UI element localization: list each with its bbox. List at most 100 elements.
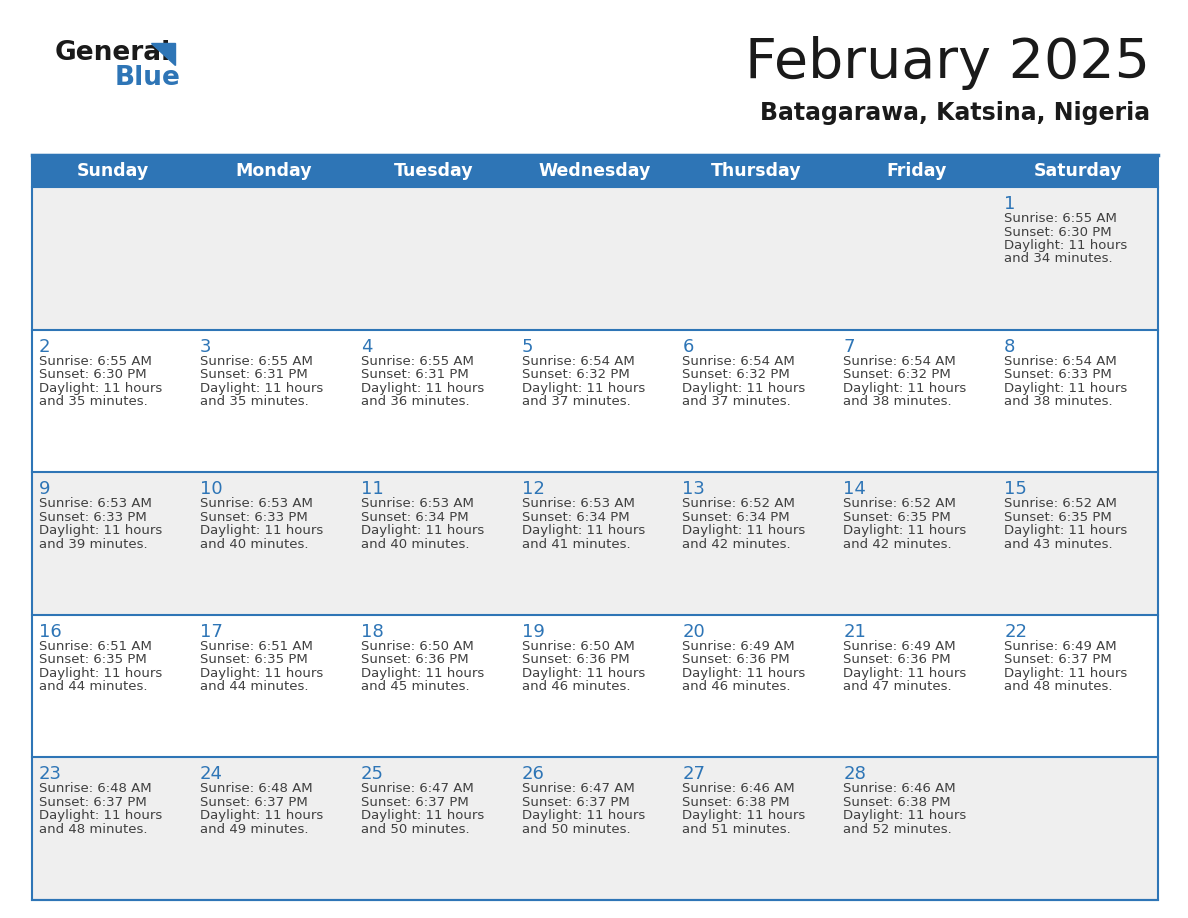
- Text: Daylight: 11 hours: Daylight: 11 hours: [843, 524, 967, 537]
- Text: Daylight: 11 hours: Daylight: 11 hours: [682, 524, 805, 537]
- Text: 12: 12: [522, 480, 544, 498]
- Text: Sunset: 6:32 PM: Sunset: 6:32 PM: [843, 368, 952, 381]
- Text: Daylight: 11 hours: Daylight: 11 hours: [843, 666, 967, 680]
- Text: 18: 18: [361, 622, 384, 641]
- Text: 26: 26: [522, 766, 544, 783]
- Text: Daylight: 11 hours: Daylight: 11 hours: [39, 524, 163, 537]
- Text: Daylight: 11 hours: Daylight: 11 hours: [843, 810, 967, 823]
- Text: and 37 minutes.: and 37 minutes.: [522, 395, 631, 409]
- Text: and 51 minutes.: and 51 minutes.: [682, 823, 791, 836]
- Text: and 35 minutes.: and 35 minutes.: [200, 395, 309, 409]
- Text: 7: 7: [843, 338, 855, 355]
- Text: Daylight: 11 hours: Daylight: 11 hours: [39, 810, 163, 823]
- Text: 23: 23: [39, 766, 62, 783]
- Text: 4: 4: [361, 338, 372, 355]
- Text: Sunrise: 6:48 AM: Sunrise: 6:48 AM: [200, 782, 312, 795]
- Text: Sunset: 6:36 PM: Sunset: 6:36 PM: [361, 654, 468, 666]
- Text: Sunrise: 6:54 AM: Sunrise: 6:54 AM: [522, 354, 634, 367]
- Text: Sunset: 6:31 PM: Sunset: 6:31 PM: [361, 368, 468, 381]
- Text: Daylight: 11 hours: Daylight: 11 hours: [1004, 666, 1127, 680]
- Text: Tuesday: Tuesday: [394, 162, 474, 180]
- Text: and 49 minutes.: and 49 minutes.: [200, 823, 309, 836]
- Text: 17: 17: [200, 622, 222, 641]
- Text: Sunset: 6:37 PM: Sunset: 6:37 PM: [361, 796, 468, 809]
- Text: Sunrise: 6:52 AM: Sunrise: 6:52 AM: [843, 498, 956, 510]
- Text: Sunset: 6:35 PM: Sunset: 6:35 PM: [1004, 510, 1112, 523]
- Text: Sunset: 6:36 PM: Sunset: 6:36 PM: [843, 654, 950, 666]
- Text: Sunrise: 6:49 AM: Sunrise: 6:49 AM: [1004, 640, 1117, 653]
- Text: Daylight: 11 hours: Daylight: 11 hours: [1004, 239, 1127, 252]
- Text: Sunset: 6:38 PM: Sunset: 6:38 PM: [682, 796, 790, 809]
- Text: 3: 3: [200, 338, 211, 355]
- Text: and 48 minutes.: and 48 minutes.: [1004, 680, 1113, 693]
- Bar: [32, 615, 1158, 757]
- Text: 8: 8: [1004, 338, 1016, 355]
- Text: and 47 minutes.: and 47 minutes.: [843, 680, 952, 693]
- Text: 27: 27: [682, 766, 706, 783]
- Text: and 50 minutes.: and 50 minutes.: [361, 823, 469, 836]
- Text: Daylight: 11 hours: Daylight: 11 hours: [522, 524, 645, 537]
- Text: Sunrise: 6:51 AM: Sunrise: 6:51 AM: [200, 640, 312, 653]
- Text: Sunset: 6:33 PM: Sunset: 6:33 PM: [1004, 368, 1112, 381]
- Text: Daylight: 11 hours: Daylight: 11 hours: [200, 382, 323, 395]
- Text: Sunrise: 6:54 AM: Sunrise: 6:54 AM: [843, 354, 956, 367]
- Text: Daylight: 11 hours: Daylight: 11 hours: [361, 810, 484, 823]
- Text: Sunrise: 6:55 AM: Sunrise: 6:55 AM: [39, 354, 152, 367]
- Text: 16: 16: [39, 622, 62, 641]
- Text: and 52 minutes.: and 52 minutes.: [843, 823, 952, 836]
- Text: General: General: [55, 40, 171, 66]
- Text: Sunset: 6:34 PM: Sunset: 6:34 PM: [682, 510, 790, 523]
- Text: Saturday: Saturday: [1034, 162, 1121, 180]
- Text: Sunset: 6:35 PM: Sunset: 6:35 PM: [843, 510, 952, 523]
- Text: Daylight: 11 hours: Daylight: 11 hours: [200, 524, 323, 537]
- Text: Sunset: 6:37 PM: Sunset: 6:37 PM: [39, 796, 147, 809]
- Text: Friday: Friday: [886, 162, 947, 180]
- Text: and 44 minutes.: and 44 minutes.: [200, 680, 309, 693]
- Text: 28: 28: [843, 766, 866, 783]
- Text: Sunset: 6:38 PM: Sunset: 6:38 PM: [843, 796, 950, 809]
- Text: and 42 minutes.: and 42 minutes.: [682, 538, 791, 551]
- Text: and 43 minutes.: and 43 minutes.: [1004, 538, 1113, 551]
- Text: Daylight: 11 hours: Daylight: 11 hours: [361, 666, 484, 680]
- Text: 13: 13: [682, 480, 706, 498]
- Text: 14: 14: [843, 480, 866, 498]
- Bar: [32, 155, 1158, 900]
- Text: Sunset: 6:37 PM: Sunset: 6:37 PM: [1004, 654, 1112, 666]
- Text: and 36 minutes.: and 36 minutes.: [361, 395, 469, 409]
- Text: Sunset: 6:36 PM: Sunset: 6:36 PM: [682, 654, 790, 666]
- Text: 9: 9: [39, 480, 51, 498]
- Text: Daylight: 11 hours: Daylight: 11 hours: [522, 810, 645, 823]
- Text: Sunset: 6:31 PM: Sunset: 6:31 PM: [200, 368, 308, 381]
- Text: Sunrise: 6:47 AM: Sunrise: 6:47 AM: [361, 782, 474, 795]
- Text: Sunset: 6:33 PM: Sunset: 6:33 PM: [200, 510, 308, 523]
- Bar: [32, 757, 1158, 900]
- Text: and 46 minutes.: and 46 minutes.: [682, 680, 791, 693]
- Text: Wednesday: Wednesday: [539, 162, 651, 180]
- Text: and 39 minutes.: and 39 minutes.: [39, 538, 147, 551]
- Text: and 44 minutes.: and 44 minutes.: [39, 680, 147, 693]
- Bar: [32, 472, 1158, 615]
- Polygon shape: [151, 43, 175, 65]
- Text: Monday: Monday: [235, 162, 311, 180]
- Text: Daylight: 11 hours: Daylight: 11 hours: [682, 810, 805, 823]
- Text: Daylight: 11 hours: Daylight: 11 hours: [522, 382, 645, 395]
- Text: Sunrise: 6:46 AM: Sunrise: 6:46 AM: [682, 782, 795, 795]
- Text: Batagarawa, Katsina, Nigeria: Batagarawa, Katsina, Nigeria: [760, 101, 1150, 125]
- Text: Sunrise: 6:46 AM: Sunrise: 6:46 AM: [843, 782, 956, 795]
- Text: Sunset: 6:37 PM: Sunset: 6:37 PM: [522, 796, 630, 809]
- Text: and 40 minutes.: and 40 minutes.: [200, 538, 309, 551]
- Text: Sunset: 6:35 PM: Sunset: 6:35 PM: [200, 654, 308, 666]
- Text: Sunset: 6:35 PM: Sunset: 6:35 PM: [39, 654, 147, 666]
- Text: and 37 minutes.: and 37 minutes.: [682, 395, 791, 409]
- Text: 5: 5: [522, 338, 533, 355]
- Text: Sunset: 6:32 PM: Sunset: 6:32 PM: [682, 368, 790, 381]
- Text: 22: 22: [1004, 622, 1028, 641]
- Text: 11: 11: [361, 480, 384, 498]
- Text: Daylight: 11 hours: Daylight: 11 hours: [682, 382, 805, 395]
- Text: and 38 minutes.: and 38 minutes.: [843, 395, 952, 409]
- Text: and 45 minutes.: and 45 minutes.: [361, 680, 469, 693]
- Text: 1: 1: [1004, 195, 1016, 213]
- Text: Daylight: 11 hours: Daylight: 11 hours: [522, 666, 645, 680]
- Bar: [32, 187, 1158, 330]
- Text: Sunrise: 6:53 AM: Sunrise: 6:53 AM: [200, 498, 312, 510]
